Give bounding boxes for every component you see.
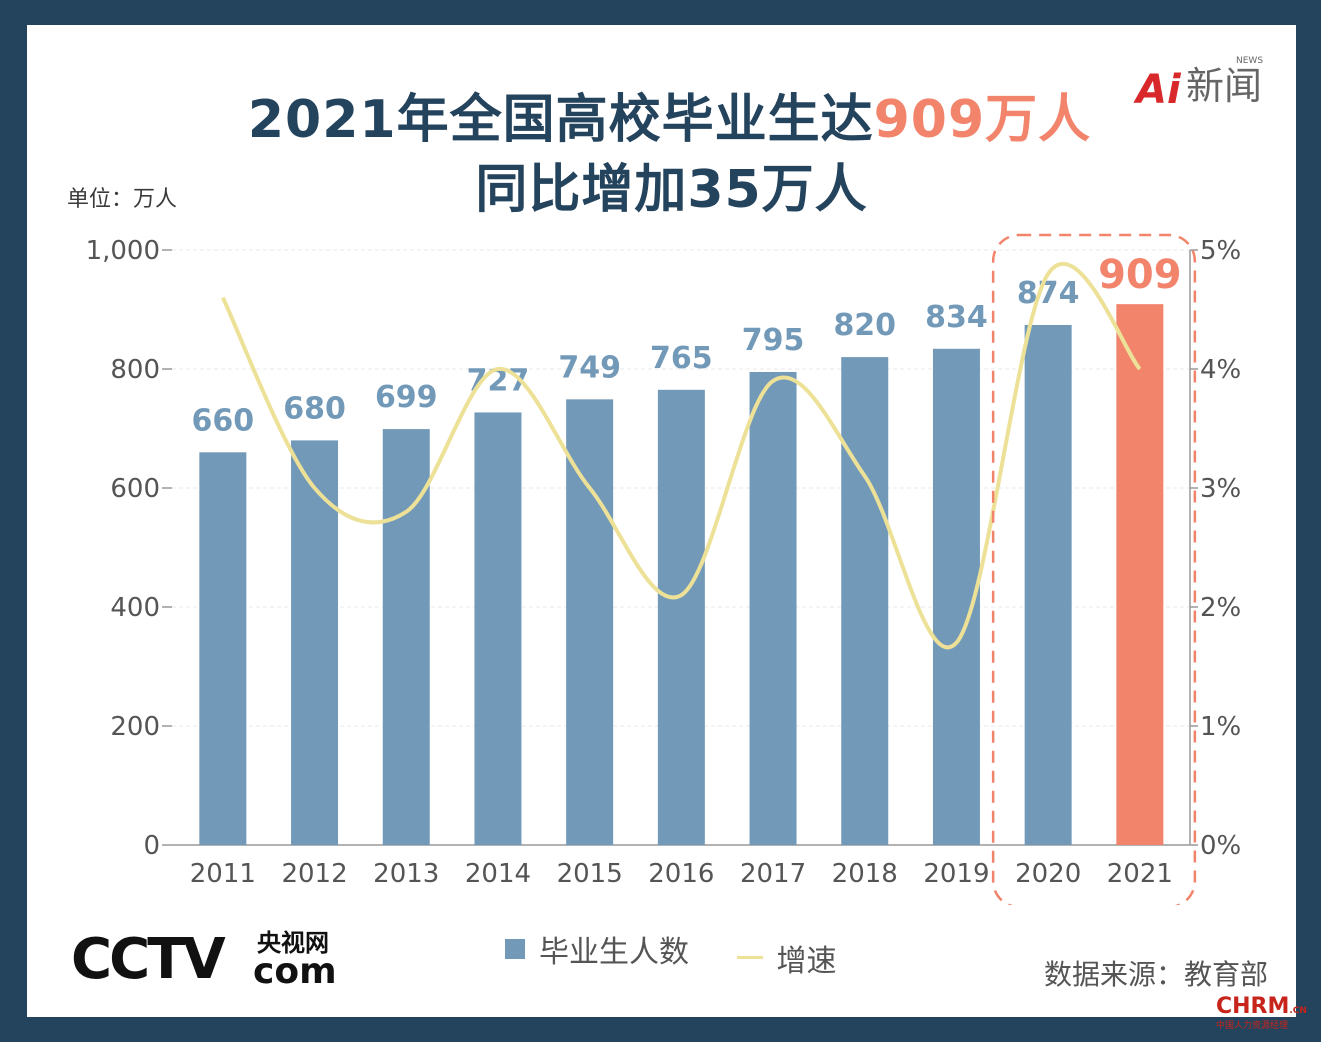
- data-label-2019: 834: [925, 300, 988, 335]
- data-label-2012: 680: [283, 391, 346, 426]
- chart-title-line2: 同比增加35万人: [475, 160, 868, 220]
- data-label-2011: 660: [192, 403, 255, 438]
- y-right-tick-label: 5%: [1200, 236, 1241, 266]
- data-source: 数据来源：教育部: [1043, 958, 1268, 991]
- data-label-2021: 909: [1098, 252, 1182, 298]
- bar-2014: [474, 412, 522, 845]
- legend-bars-label: 毕业生人数: [539, 935, 689, 970]
- bar-2021: [1116, 304, 1164, 845]
- y-left-tick-label: 800: [110, 355, 160, 385]
- legend-line-swatch: [736, 956, 763, 959]
- y-left-tick-label: 0: [143, 831, 160, 861]
- data-label-2015: 749: [558, 350, 621, 385]
- bar-2020: [1024, 324, 1072, 846]
- bar-2013: [382, 429, 430, 845]
- x-tick-label-2020: 2020: [1015, 859, 1081, 889]
- bar-2016: [657, 389, 705, 845]
- data-label-2020: 874: [1017, 276, 1080, 311]
- chrm-logo-sub: 中国人力资源经理: [1216, 1021, 1289, 1031]
- logo-cn-text: 新闻: [1186, 64, 1262, 108]
- x-tick-label-2014: 2014: [465, 859, 531, 889]
- y-right-tick-label: 2%: [1200, 593, 1241, 623]
- chart-card: 2021年全国高校毕业生达909万人 同比增加35万人 单位：万人 Ai 新闻 …: [27, 25, 1307, 1031]
- y-right-tick-label: 4%: [1200, 355, 1241, 385]
- logo-ai-text: Ai: [1133, 67, 1182, 113]
- y-right-tick-label: 3%: [1200, 474, 1241, 504]
- x-tick-label-2013: 2013: [373, 859, 439, 889]
- cctv-logo: CCTV 央视网 com: [71, 915, 341, 995]
- x-tick-label-2016: 2016: [648, 859, 714, 889]
- x-tick-label-2012: 2012: [281, 859, 347, 889]
- bar-line-chart: 0 200 400 600 800 1,000 0% 1% 2% 3% 4% 5% 660 2011 680…: [86, 233, 1241, 905]
- chrm-logo: CHRM.CN 中国人力资源经理: [1216, 994, 1307, 1031]
- x-tick-label-2019: 2019: [923, 859, 989, 889]
- y-left-tick-label: 600: [110, 474, 160, 504]
- chrm-logo-text: CHRM: [1216, 994, 1290, 1019]
- legend-item-bars: 毕业生人数: [505, 927, 689, 971]
- ai-news-logo-icon: Ai 新闻 NEWS: [1133, 56, 1263, 113]
- legend-bar-swatch: [505, 939, 525, 959]
- cctv-logo-com: com: [253, 951, 337, 992]
- chrm-logo-cn: .CN: [1289, 1006, 1307, 1016]
- bar-2019: [932, 348, 980, 845]
- x-tick-label-2017: 2017: [740, 859, 806, 889]
- y-right-tick-label: 0%: [1200, 831, 1241, 861]
- y-left-tick-label: 400: [110, 593, 160, 623]
- x-tick-label-2015: 2015: [557, 859, 623, 889]
- y-left-tick-label: 1,000: [86, 236, 160, 266]
- x-tick-label-2018: 2018: [832, 859, 898, 889]
- unit-label: 单位：万人: [67, 187, 178, 212]
- legend-item-line: 增速: [736, 936, 837, 980]
- legend: 毕业生人数 增速: [505, 927, 875, 979]
- data-label-2013: 699: [375, 380, 438, 415]
- title-prefix: 2021年全国高校毕业生达: [247, 90, 874, 150]
- bar-2018: [841, 357, 889, 845]
- legend-line-label: 增速: [776, 943, 837, 979]
- bar-2012: [291, 440, 339, 845]
- data-label-2016: 765: [650, 341, 713, 376]
- y-left-tick-label: 200: [110, 712, 160, 742]
- cctv-logo-text: CCTV: [71, 927, 226, 992]
- data-label-2017: 795: [742, 323, 805, 358]
- bar-2011: [199, 452, 247, 845]
- y-right-tick-label: 1%: [1200, 712, 1241, 742]
- x-tick-label-2011: 2011: [190, 859, 256, 889]
- x-tick-label-2021: 2021: [1107, 859, 1173, 889]
- bar-2015: [566, 399, 614, 845]
- logo-en-text: NEWS: [1236, 56, 1263, 66]
- cctv-logo-cn: 央视网: [257, 929, 329, 957]
- growth-rate-line: [221, 261, 1142, 650]
- chart-title-line1: 2021年全国高校毕业生达909万人: [35, 77, 1304, 152]
- bar-2017: [749, 371, 797, 845]
- highlight-box: [991, 233, 1197, 905]
- title-highlight: 909万人: [873, 90, 1092, 150]
- data-label-2018: 820: [833, 308, 896, 343]
